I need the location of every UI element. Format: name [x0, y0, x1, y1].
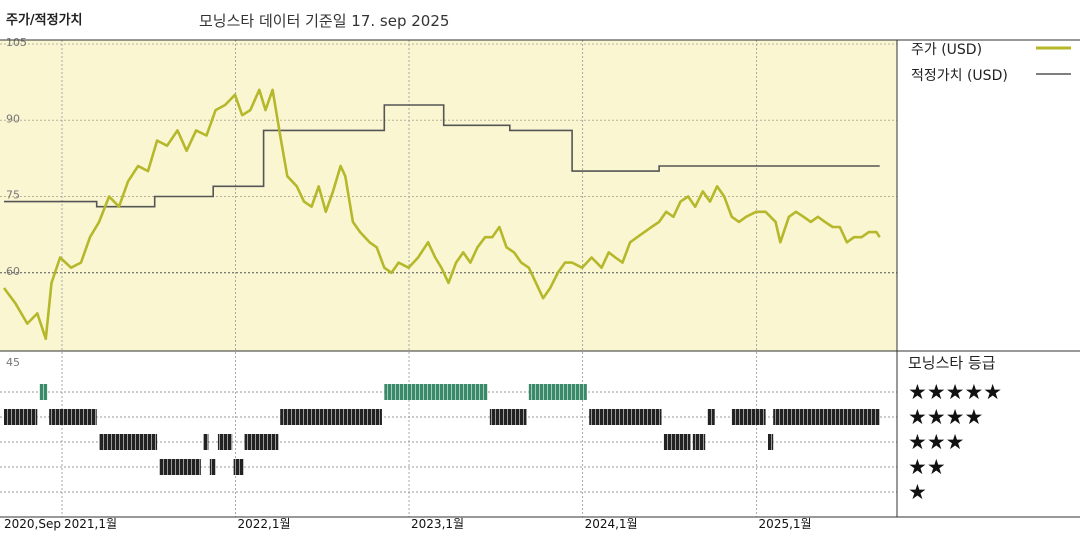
rating-bar-3-star: [663, 434, 691, 450]
rating-bar-4-star: [707, 409, 715, 425]
rating-history-bars: [4, 384, 880, 475]
x-tick-label: 2024,1월: [585, 517, 638, 531]
x-tick-label: 2020,Sep: [4, 517, 61, 531]
rating-bar-3-star: [767, 434, 774, 450]
x-tick-label: 2025,1월: [759, 517, 812, 531]
legend-price-label: 주가 (USD): [911, 42, 982, 58]
price-line: [2, 88, 881, 341]
rating-bar-4-star: [731, 409, 766, 425]
rating-bar-4-star: [4, 409, 38, 425]
rating-bar-3-star: [217, 434, 233, 450]
rating-bar-3-star: [244, 434, 279, 450]
price-y-axis: 105 90 75 60 45: [6, 36, 27, 369]
two-star-label: ★★: [908, 455, 946, 479]
x-axis-labels: 2020,Sep 2021,1월 2022,1월 2023,1월 2024,1월 2025…: [4, 517, 812, 531]
y-tick-label-45: 45: [6, 356, 20, 369]
fair-value-line: [4, 104, 880, 208]
four-star-label: ★★★★: [908, 405, 983, 429]
rating-bar-5-star: [528, 384, 587, 400]
y-tick-label-105: 105: [6, 36, 27, 49]
rating-bar-4-star: [589, 409, 662, 425]
legend-fair-value-label: 적정가치 (USD): [911, 68, 1008, 84]
x-tick-label: 2021,1월: [64, 517, 117, 531]
price-grid: [0, 40, 897, 517]
rating-bar-5-star: [384, 384, 488, 400]
rating-bar-3-star: [99, 434, 158, 450]
rating-bar-4-star: [280, 409, 382, 425]
rating-panel-title: 모닝스타 등급: [908, 354, 996, 372]
rating-bar-2-star: [209, 459, 216, 475]
rating-bar-5-star: [39, 384, 48, 400]
y-tick-label-90: 90: [6, 112, 20, 125]
one-star-label: ★: [908, 480, 927, 504]
chart-subtitle: 모닝스타 데이터 기준일 17. sep 2025: [199, 12, 450, 30]
three-star-label: ★★★: [908, 430, 964, 454]
y-tick-label-60: 60: [6, 265, 20, 278]
rating-bar-2-star: [159, 459, 201, 475]
rating-bar-4-star: [773, 409, 880, 425]
rating-bar-4-star: [49, 409, 97, 425]
rating-bar-3-star: [203, 434, 209, 450]
five-star-label: ★★★★★: [908, 380, 1002, 404]
price-plot-area: [0, 40, 897, 351]
rating-bar-3-star: [692, 434, 706, 450]
y-tick-label-75: 75: [6, 189, 20, 202]
rating-bar-2-star: [233, 459, 244, 475]
chart-heading: 주가/적정가치: [6, 13, 83, 28]
x-tick-label: 2022,1월: [238, 517, 291, 531]
x-tick-label: 2023,1월: [411, 517, 464, 531]
rating-star-labels: ★★★★★ ★★★★ ★★★ ★★ ★: [908, 380, 1002, 504]
chart-legend: 주가 (USD) 적정가치 (USD): [911, 42, 1071, 84]
rating-bar-4-star: [489, 409, 527, 425]
